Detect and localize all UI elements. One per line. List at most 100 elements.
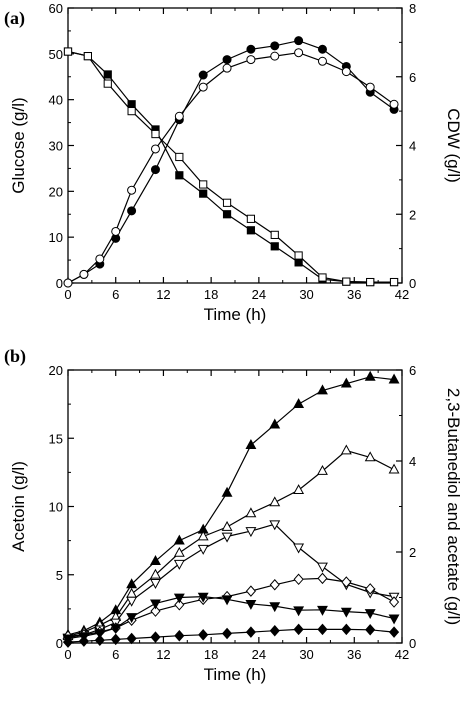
panel-b-series-2-point	[317, 464, 328, 475]
panel-b-series-5-point	[126, 613, 138, 624]
panel-b-series-4-point	[150, 605, 161, 617]
panel-b-series-3-point	[245, 527, 257, 538]
panel-a-yl-tick-label: 50	[49, 47, 63, 62]
panel-b-yr-tick-label: 6	[409, 363, 416, 378]
panel-b-series-6-point	[245, 626, 256, 638]
panel-a-series-3-point	[294, 36, 304, 46]
panel-a-series-2-point	[175, 152, 184, 162]
panel-b-series-5-point	[221, 595, 233, 606]
panel-a-series-3-point	[270, 41, 280, 51]
panel-b-series-5-point	[245, 599, 257, 610]
panel-b-series-6-point	[150, 631, 161, 643]
panel-a-series-4-point	[294, 48, 304, 58]
panel-b-series-2-point	[340, 444, 352, 455]
panel-b-x-tick-label: 18	[204, 647, 218, 662]
panel-b-series-1-point	[388, 373, 400, 384]
panel-b-series-6-point	[94, 634, 105, 647]
panel-a-series-1-point	[103, 70, 112, 79]
panel-a-series-1-point	[127, 100, 136, 109]
panel-a-series-4-point	[95, 254, 105, 264]
panel-a-y-left-axis-title: Glucose (g/l)	[9, 97, 28, 193]
panel-a-series-2-point	[270, 230, 279, 239]
panel-b-series-5-point	[269, 602, 281, 613]
panel-b-series-6-point	[365, 624, 376, 636]
panel-b-yl-tick-label: 20	[49, 363, 63, 378]
panel-a-series-1-point	[199, 189, 208, 198]
panel-b-x-axis-title: Time (h)	[204, 665, 267, 684]
panel-a-series-4-point	[341, 67, 351, 77]
panel-b-x-tick-label: 24	[252, 647, 266, 662]
panel-a-series-2-point	[63, 47, 73, 56]
panel-a-x-tick-label: 0	[64, 287, 71, 302]
panel-a-series-3-line	[67, 40, 395, 284]
panel-a-series-1-line	[67, 50, 394, 283]
panel-a-series-2-point	[199, 180, 208, 189]
panel-a-series-4-point	[63, 278, 73, 288]
panel-b-series-5-point	[293, 606, 305, 617]
panel-b-series-3-line	[67, 523, 395, 639]
panel-a-series-4-point	[222, 63, 232, 73]
panel-b-x-tick-label: 6	[112, 647, 119, 662]
panel-b-series-5-point	[197, 592, 209, 603]
panel-b-series-3-point	[173, 559, 185, 570]
panel-b-series-1-point	[245, 439, 257, 449]
panel-a-y-right-axis-title: CDW (g/l)	[444, 108, 463, 183]
panel-b-yl-tick-label: 10	[49, 500, 63, 515]
panel-a-yr-tick-label: 2	[409, 207, 416, 222]
panel-a-series-3-point	[150, 165, 160, 175]
panel-a-series-1-point	[294, 258, 303, 267]
panel-a-series-2-point	[151, 129, 160, 139]
panel-b-series-4-point	[341, 576, 352, 588]
panel-b-series-5-point	[110, 624, 122, 635]
panel-a-yr-tick-label: 6	[409, 70, 416, 85]
panel-a-x-tick-label: 12	[156, 287, 170, 302]
panel-a-series-2-point	[366, 277, 375, 287]
panel-b-series-1-point	[317, 384, 328, 395]
panel-b-y-right-axis-title: 2,3-Butanediol and acetate (g/l)	[444, 388, 463, 625]
panel-a-yr-tick-label: 8	[409, 1, 416, 16]
panel-a-series-2-point	[342, 277, 351, 286]
panel-b-yl-tick-label: 5	[56, 568, 63, 583]
panel-a-yr-tick-label: 4	[409, 139, 416, 154]
panel-a-x-tick-label: 6	[112, 287, 119, 302]
panel-b-series-5-point	[388, 614, 400, 625]
panel-b-series-2-point	[269, 496, 281, 507]
panel-b-series-1-point	[269, 418, 281, 429]
panel-b-series-6-point	[198, 629, 209, 641]
panel-a-yl-tick-label: 40	[49, 93, 63, 108]
panel-b-series-6-point	[126, 632, 137, 645]
panel-b-series-5-point	[317, 605, 328, 616]
panel-a-series-4-point	[270, 51, 280, 61]
panel-a-x-tick-label: 24	[252, 287, 266, 302]
panel-a-series-3-point	[246, 44, 256, 54]
panel-b-series-4-point	[245, 585, 256, 597]
panel-b-series-2-point	[150, 568, 161, 579]
panel-a-series-1-point	[246, 226, 256, 235]
panel-a-series-3-point	[127, 206, 137, 216]
panel-a-x-axis-title: Time (h)	[204, 305, 267, 324]
panel-b-yr-tick-label: 2	[409, 545, 416, 560]
panel-a-series-2-point	[83, 52, 92, 61]
panel-a-series-1-point	[175, 171, 184, 180]
panel-b-series-4-point	[365, 583, 376, 595]
panel-a-label: (a)	[4, 8, 25, 29]
panel-b-series-1-line	[67, 376, 395, 636]
panel-b-series-2-point	[245, 507, 257, 518]
panel-a-x-tick-label: 30	[299, 287, 313, 302]
panel-b-yl-tick-label: 0	[56, 636, 63, 651]
panel-a-series-3-point	[317, 44, 327, 54]
panel-a-series-4-point	[111, 226, 121, 236]
panel-a-series-1-point	[222, 210, 232, 219]
panel-b-plot-frame	[67, 369, 403, 644]
panel-a-series-2-point	[389, 277, 399, 287]
panel-b-series-1-point	[364, 370, 376, 381]
panel-b-series-5-point	[340, 607, 352, 618]
panel-a-yl-tick-label: 60	[49, 1, 63, 16]
panel-a-series-2-point	[127, 107, 136, 116]
panel-b-series-6-point	[174, 629, 185, 642]
panel-b-series-3-point	[317, 562, 328, 573]
panel-a-series-2-point	[246, 214, 256, 223]
panel-a-series-3-point	[198, 70, 208, 80]
panel-b-series-6-point	[221, 627, 233, 640]
